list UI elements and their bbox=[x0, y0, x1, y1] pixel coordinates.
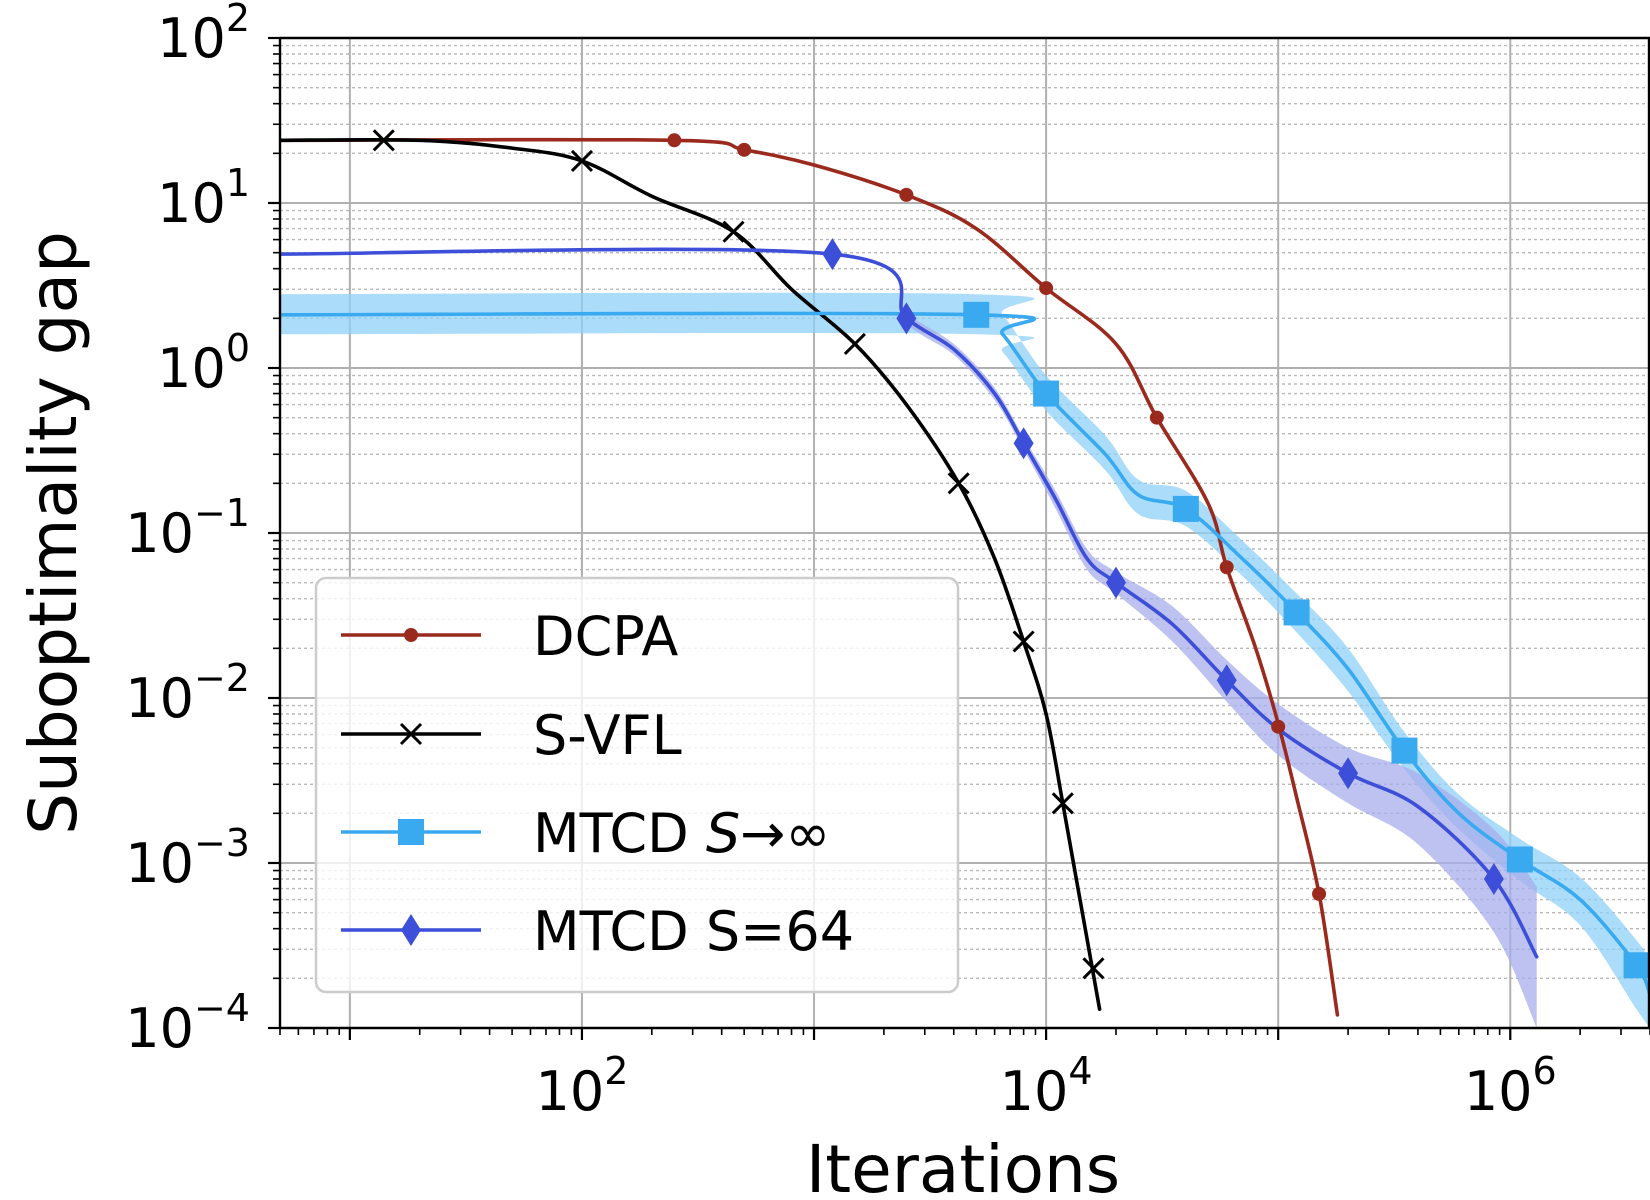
marker-dcpa bbox=[1149, 410, 1164, 425]
legend-box bbox=[314, 576, 960, 994]
x-tick-label-base: 10 bbox=[1464, 1060, 1533, 1123]
marker-dcpa bbox=[899, 187, 914, 202]
legend: DCPA S-VFL MTCD S→∞ MTCD S=64 bbox=[314, 576, 960, 994]
marker-dcpa bbox=[737, 142, 752, 157]
legend-swatch-marker-mtcd-64 bbox=[401, 914, 421, 946]
y-tick-label-base: 10 bbox=[125, 667, 194, 730]
y-tick-label: 10−2 bbox=[125, 656, 250, 730]
legend-swatches bbox=[341, 628, 481, 946]
marker-mtcd-64 bbox=[822, 238, 843, 271]
y-tick-label: 10−1 bbox=[125, 491, 250, 565]
marker-s-vfl bbox=[722, 220, 745, 243]
y-tick-label: 101 bbox=[157, 161, 250, 235]
axis-ticks bbox=[268, 36, 1650, 1040]
y-tick-label-exponent: −3 bbox=[194, 821, 250, 865]
marker-mtcd-64 bbox=[1105, 566, 1126, 599]
marker-mtcd-inf bbox=[963, 301, 990, 328]
legend-label-dcpa: DCPA bbox=[533, 605, 678, 668]
marker-mtcd-inf bbox=[1172, 495, 1199, 522]
x-tick-label-exponent: 6 bbox=[1533, 1049, 1557, 1093]
x-tick-label-base: 10 bbox=[535, 1060, 604, 1123]
y-tick-label: 100 bbox=[157, 326, 250, 400]
marker-dcpa bbox=[1039, 281, 1054, 296]
legend-label-mtcd-inf-italic: S bbox=[706, 802, 740, 865]
x-tick-label-exponent: 2 bbox=[604, 1049, 628, 1093]
y-tick-label: 102 bbox=[157, 0, 250, 70]
marker-mtcd-inf bbox=[1623, 952, 1650, 979]
legend-label-mtcd-inf-suffix: →∞ bbox=[740, 802, 830, 865]
y-tick-label: 10−4 bbox=[125, 986, 250, 1060]
y-tick-label-base: 10 bbox=[125, 997, 194, 1060]
line-dcpa bbox=[280, 137, 1340, 1017]
marker-mtcd-inf bbox=[1391, 737, 1418, 764]
marker-s-vfl bbox=[570, 149, 594, 172]
marker-mtcd-inf bbox=[1506, 846, 1533, 873]
y-tick-label-exponent: 1 bbox=[226, 161, 250, 205]
legend-label-mtcd-inf-prefix: MTCD bbox=[533, 802, 706, 865]
legend-swatch-marker-mtcd-inf bbox=[398, 819, 424, 845]
y-tick-label-base: 10 bbox=[157, 7, 226, 70]
marker-mtcd-64 bbox=[896, 302, 917, 335]
marker-mtcd-64 bbox=[1483, 862, 1504, 895]
marker-mtcd-64 bbox=[1216, 664, 1237, 697]
y-tick-label-base: 10 bbox=[125, 832, 194, 895]
y-axis-label: Suboptimality gap bbox=[15, 231, 92, 835]
legend-label-mtcd-64: MTCD S=64 bbox=[533, 900, 854, 963]
y-tick-label-exponent: −4 bbox=[194, 986, 250, 1030]
y-tick-label-exponent: −1 bbox=[194, 491, 250, 535]
marker-s-vfl bbox=[843, 332, 866, 355]
y-tick-label: 10−3 bbox=[125, 821, 250, 895]
legend-label-svfl: S-VFL bbox=[533, 704, 682, 767]
marker-dcpa bbox=[1312, 886, 1327, 901]
marker-s-vfl bbox=[1012, 630, 1035, 653]
x-tick-label-exponent: 4 bbox=[1068, 1049, 1092, 1093]
line-mtcd-64 bbox=[280, 247, 1539, 959]
marker-mtcd-64 bbox=[1338, 757, 1359, 790]
marker-s-vfl bbox=[947, 472, 970, 495]
marker-mtcd-64 bbox=[1013, 427, 1034, 460]
series-markers bbox=[372, 129, 1650, 980]
x-tick-label: 104 bbox=[1000, 1049, 1093, 1123]
marker-s-vfl bbox=[372, 129, 395, 152]
marker-mtcd-inf bbox=[1283, 599, 1310, 626]
legend-swatch-marker-s-vfl bbox=[399, 722, 423, 746]
marker-dcpa bbox=[667, 133, 682, 148]
marker-s-vfl bbox=[1082, 957, 1105, 980]
x-tick-label: 106 bbox=[1464, 1049, 1557, 1123]
marker-dcpa bbox=[1271, 719, 1286, 734]
legend-swatch-marker-dcpa bbox=[404, 628, 418, 642]
marker-dcpa bbox=[1219, 560, 1234, 575]
legend-label-mtcd-inf: MTCD S→∞ bbox=[533, 802, 830, 865]
x-tick-label: 102 bbox=[535, 1049, 628, 1123]
y-tick-label-exponent: 2 bbox=[226, 0, 250, 40]
y-tick-label-base: 10 bbox=[157, 337, 226, 400]
x-axis-label: Iterations bbox=[806, 1131, 1120, 1200]
marker-s-vfl bbox=[1051, 792, 1074, 815]
y-tick-label-exponent: 0 bbox=[226, 326, 250, 370]
y-tick-label-base: 10 bbox=[125, 502, 194, 565]
x-tick-label-base: 10 bbox=[1000, 1060, 1069, 1123]
marker-mtcd-inf bbox=[1033, 380, 1060, 407]
y-tick-label-base: 10 bbox=[157, 172, 226, 235]
y-tick-label-exponent: −2 bbox=[194, 656, 250, 700]
line-s-vfl bbox=[280, 137, 1102, 1011]
